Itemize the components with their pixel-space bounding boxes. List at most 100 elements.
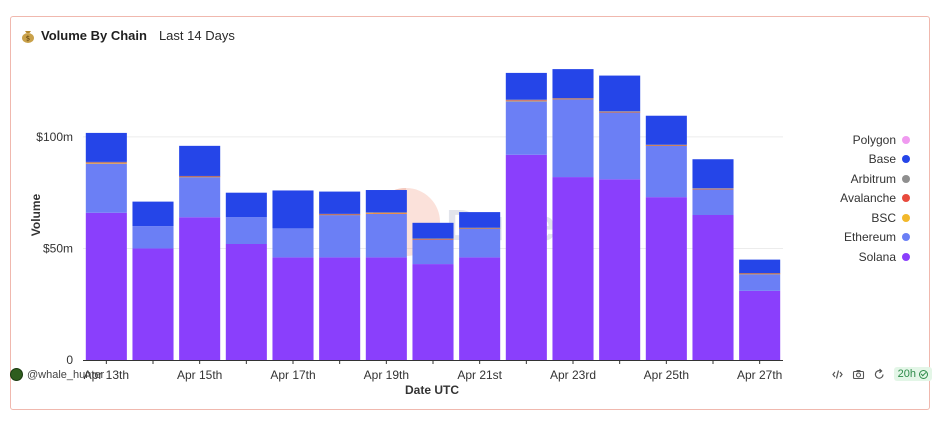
bar-segment-base[interactable] — [132, 201, 174, 227]
legend-item-base[interactable]: Base — [820, 150, 910, 170]
bar-segment-solana[interactable] — [459, 257, 501, 360]
bar-segment-ethereum[interactable] — [319, 215, 361, 258]
bar-segment-ethereum[interactable] — [692, 189, 734, 215]
bar-segment-ethereum[interactable] — [645, 145, 687, 198]
bar-segment-solana[interactable] — [552, 177, 594, 360]
bar-segment-base[interactable] — [552, 69, 594, 99]
bar-segment-ethereum[interactable] — [459, 228, 501, 258]
bar-segment-ethereum[interactable] — [225, 217, 267, 244]
bar-segment-arbitrum[interactable] — [85, 161, 127, 163]
refresh-badge[interactable]: 20h — [893, 367, 932, 381]
camera-icon[interactable] — [852, 368, 865, 381]
legend-label: Solana — [858, 249, 896, 264]
bar-segment-ethereum[interactable] — [599, 112, 641, 180]
chart-header: $ Volume By Chain Last 14 Days — [21, 25, 235, 45]
money-bag-icon: $ — [21, 28, 35, 43]
bar-segment-ethereum[interactable] — [179, 177, 221, 218]
bar-segment-arbitrum[interactable] — [179, 175, 221, 177]
bar-segment-solana[interactable] — [272, 257, 314, 360]
bar-segment-arbitrum[interactable] — [599, 111, 641, 112]
bar-segment-avalanche[interactable] — [365, 212, 407, 214]
x-tick-label: Apr 25th — [644, 368, 689, 382]
legend-item-arbitrum[interactable]: Arbitrum — [820, 169, 910, 189]
bar-segment-ethereum[interactable] — [552, 99, 594, 178]
bar-segment-ethereum[interactable] — [365, 213, 407, 258]
bar-segment-solana[interactable] — [599, 179, 641, 360]
bar-segment-arbitrum[interactable] — [645, 144, 687, 146]
bar-segment-solana[interactable] — [225, 244, 267, 360]
x-axis-ticks: Apr 13th Apr 15th Apr 17th Apr 19th Apr 21st… — [84, 368, 783, 382]
bar-segment-arbitrum[interactable] — [692, 188, 734, 189]
legend-swatch — [902, 213, 910, 222]
embed-icon[interactable] — [831, 368, 844, 381]
bar-segment-bsc[interactable] — [85, 163, 127, 164]
bar-segment-base[interactable] — [739, 259, 781, 273]
bar-segment-base[interactable] — [85, 132, 127, 162]
legend-item-polygon[interactable]: Polygon — [820, 130, 910, 150]
x-tick-label: Apr 23rd — [550, 368, 596, 382]
bar-segment-base[interactable] — [225, 192, 267, 218]
bar-segment-ethereum[interactable] — [85, 163, 127, 213]
bar-segment-base[interactable] — [272, 190, 314, 229]
bar-segment-arbitrum[interactable] — [505, 99, 547, 101]
chart-legend: Polygon Base Arbitrum Avalanche BSC Ethereum S… — [820, 130, 910, 267]
x-axis-label: Date UTC — [405, 383, 459, 397]
bar-segment-ethereum[interactable] — [739, 274, 781, 291]
bar-segment-arbitrum[interactable] — [319, 213, 361, 215]
bar-segment-avalanche[interactable] — [599, 111, 641, 113]
footer-actions: 20h — [831, 367, 932, 381]
legend-swatch — [902, 174, 910, 183]
bar-segment-bsc[interactable] — [365, 213, 407, 214]
bar-segment-avalanche[interactable] — [319, 214, 361, 215]
bar-segment-ethereum[interactable] — [272, 228, 314, 258]
legend-item-solana[interactable]: Solana — [820, 247, 910, 267]
legend-item-avalanche[interactable]: Avalanche — [820, 189, 910, 209]
bar-segment-arbitrum[interactable] — [459, 227, 501, 229]
bar-segment-base[interactable] — [412, 222, 454, 239]
bar-segment-arbitrum[interactable] — [739, 273, 781, 274]
bar-segment-base[interactable] — [459, 212, 501, 228]
svg-text:$: $ — [26, 34, 30, 42]
bar-segment-bsc[interactable] — [505, 100, 547, 102]
bar-segment-avalanche[interactable] — [692, 188, 734, 190]
bar-segment-avalanche[interactable] — [739, 273, 781, 275]
bar-segment-solana[interactable] — [505, 154, 547, 360]
bar-segment-solana[interactable] — [692, 215, 734, 360]
bar-segment-solana[interactable] — [739, 290, 781, 360]
bar-segment-avalanche[interactable] — [552, 98, 594, 100]
legend-label: Arbitrum — [850, 171, 896, 186]
author-name[interactable]: @whale_hunter — [27, 368, 105, 381]
bar-segment-avalanche[interactable] — [505, 100, 547, 101]
bar-segment-solana[interactable] — [85, 212, 127, 360]
bar-segment-ethereum[interactable] — [412, 239, 454, 265]
author[interactable]: @whale_hunter — [10, 368, 104, 381]
bar-segment-base[interactable] — [179, 145, 221, 176]
bar-segment-solana[interactable] — [132, 248, 174, 360]
bar-segment-base[interactable] — [505, 72, 547, 100]
bar-segment-ethereum[interactable] — [132, 226, 174, 249]
bar-segment-avalanche[interactable] — [645, 145, 687, 146]
bar-segment-base[interactable] — [645, 115, 687, 145]
bar-segment-ethereum[interactable] — [505, 101, 547, 155]
bar-segment-base[interactable] — [692, 159, 734, 189]
refresh-icon[interactable] — [873, 368, 886, 381]
bar-segment-solana[interactable] — [179, 217, 221, 360]
bar-segment-solana[interactable] — [319, 257, 361, 360]
bar-segment-avalanche[interactable] — [412, 238, 454, 240]
bar-segment-base[interactable] — [599, 75, 641, 112]
bar-segment-solana[interactable] — [412, 264, 454, 360]
legend-label: Polygon — [852, 132, 896, 147]
bar-segment-base[interactable] — [319, 191, 361, 214]
legend-swatch — [902, 233, 910, 242]
legend-item-ethereum[interactable]: Ethereum — [820, 228, 910, 248]
bar-segment-arbitrum[interactable] — [412, 238, 454, 240]
bar-segment-solana[interactable] — [365, 257, 407, 360]
bar-segment-solana[interactable] — [645, 197, 687, 360]
bar-segment-arbitrum[interactable] — [552, 98, 594, 99]
legend-swatch — [902, 252, 910, 261]
legend-item-bsc[interactable]: BSC — [820, 208, 910, 228]
bar-segment-base[interactable] — [365, 190, 407, 213]
bar-segment-avalanche[interactable] — [85, 162, 127, 164]
bar-segment-avalanche[interactable] — [179, 176, 221, 178]
bar-segment-arbitrum[interactable] — [365, 212, 407, 213]
